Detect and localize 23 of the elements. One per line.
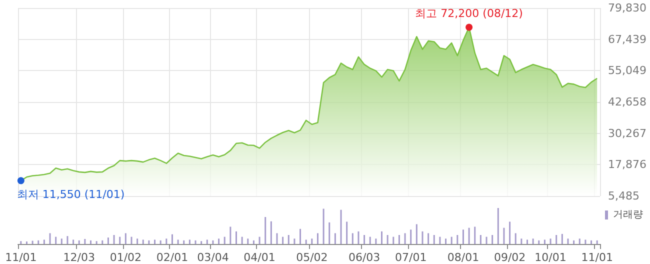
x-tick-label: 05/02 bbox=[296, 251, 328, 264]
y-tick-label: 55,049 bbox=[608, 64, 646, 78]
y-tick-label: 79,830 bbox=[608, 2, 646, 14]
x-tick-label: 11/01 bbox=[5, 251, 37, 264]
x-tick-label: 09/02 bbox=[494, 251, 526, 264]
x-tick-label: 02/01 bbox=[156, 251, 188, 264]
legend-label: 거래량 bbox=[613, 210, 643, 220]
x-tick-label: 08/01 bbox=[447, 251, 480, 264]
y-tick-label: 5,485 bbox=[608, 190, 640, 202]
x-tick-label: 12/03 bbox=[63, 251, 95, 264]
y-tick-label: 42,658 bbox=[608, 96, 646, 108]
y-tick-label: 17,876 bbox=[608, 158, 646, 172]
y-tick-label: 67,439 bbox=[608, 32, 646, 46]
x-tick-label: 04/01 bbox=[244, 251, 276, 264]
x-tick-label: 10/01 bbox=[534, 251, 566, 264]
x-tick-label: 06/03 bbox=[348, 251, 380, 264]
x-tick-label: 07/01 bbox=[395, 251, 427, 264]
x-tick-label: 03/04 bbox=[197, 251, 229, 264]
annotation: 최저 11,550 (11/01) bbox=[16, 188, 125, 202]
x-tick-label: 01/02 bbox=[110, 251, 142, 264]
y-tick-label: 30,267 bbox=[608, 126, 646, 140]
x-tick-label: 11/01 bbox=[581, 251, 613, 264]
annotation: 최고 72,200 (08/12) bbox=[415, 6, 523, 20]
